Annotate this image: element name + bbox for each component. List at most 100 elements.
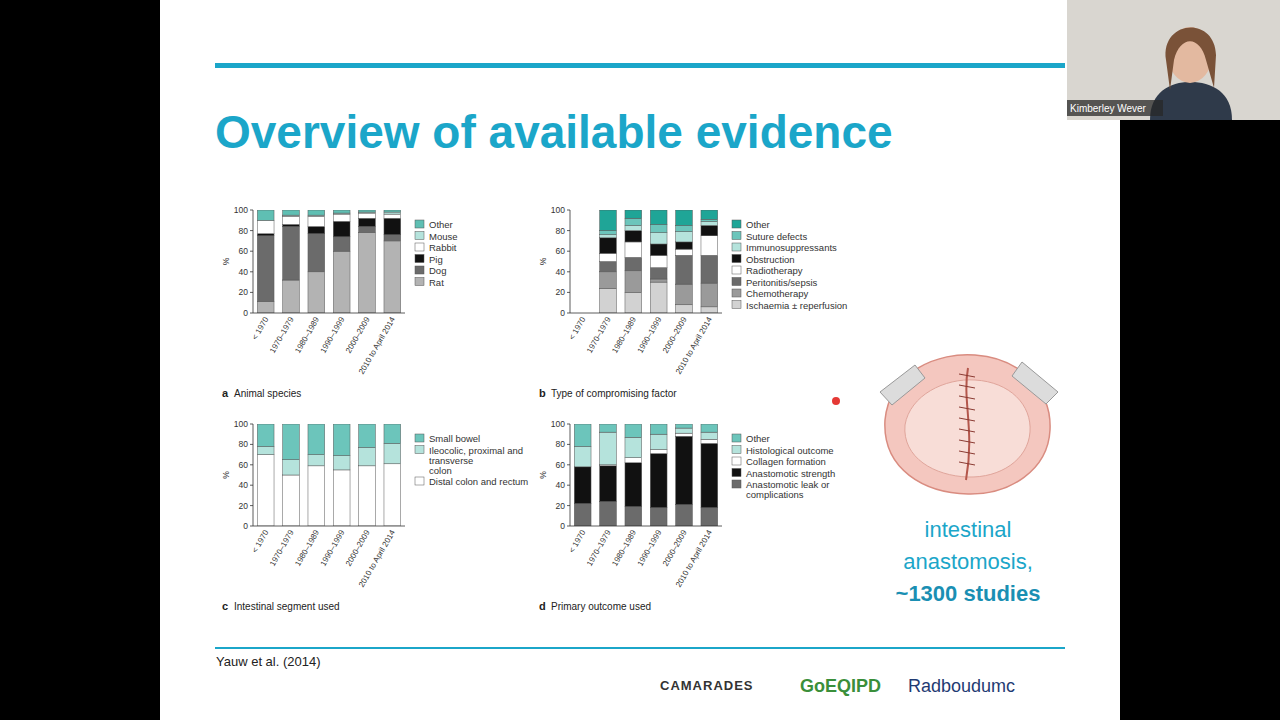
category-label: 2000–2009 (661, 528, 689, 568)
bar-segment (574, 467, 591, 504)
y-tick-label: 100 (551, 205, 565, 215)
bar-segment (676, 242, 693, 249)
y-tick-label: 80 (239, 226, 249, 236)
bar-segment (359, 447, 376, 465)
bar-segment (600, 231, 617, 235)
slide-title: Overview of available evidence (215, 106, 893, 158)
legend-swatch (415, 232, 424, 240)
text-line: Histological outcome (746, 445, 834, 456)
x-axis (570, 526, 722, 527)
category-label: 2010 to April 2014 (357, 315, 397, 376)
webcam: Kimberley Wever (1067, 0, 1280, 120)
bar-segment (283, 216, 300, 224)
legend-swatch (732, 220, 741, 228)
bar-segment (650, 233, 667, 244)
y-tick-label: 60 (556, 460, 566, 470)
legend-label: Other (746, 219, 770, 230)
bar-segment (676, 436, 693, 504)
bar-segment (625, 463, 642, 507)
panel-letter: b (539, 387, 546, 399)
bar-segment (625, 218, 642, 225)
slide (160, 0, 1120, 720)
bars (257, 424, 400, 526)
text-line: Small bowel (429, 433, 480, 444)
bar-segment (257, 302, 274, 313)
bar-segment (625, 271, 642, 293)
bar-segment (701, 283, 718, 307)
stitch (959, 429, 975, 432)
bar-segment (574, 446, 591, 466)
bar-segment (650, 508, 667, 526)
bar-segment (359, 424, 376, 447)
category-label: 1980–1989 (293, 528, 321, 568)
legend-swatch (415, 278, 424, 286)
bar-segment (650, 210, 667, 224)
bar-segment (701, 307, 718, 313)
y-tick (567, 210, 570, 211)
y-tick (250, 464, 253, 465)
bar-segment (384, 241, 401, 313)
text-line: complications (746, 489, 804, 500)
bar-segment (625, 424, 642, 437)
text-line: Collagen formation (746, 456, 826, 467)
pointer (832, 397, 840, 405)
y-tick (250, 210, 253, 211)
y-tick (250, 230, 253, 231)
bar-segment (359, 233, 376, 313)
bar-segment (333, 456, 350, 470)
legend-swatch (732, 301, 741, 309)
y-tick (567, 505, 570, 506)
bar-segment (600, 272, 617, 288)
bar-segment (676, 433, 693, 436)
bar-segment (600, 288, 617, 313)
y-tick-label: 20 (239, 501, 249, 511)
y-tick (567, 485, 570, 486)
bars (600, 210, 718, 313)
bar-segment (676, 255, 693, 284)
bar-segment (384, 212, 401, 214)
bar-segment (676, 284, 693, 305)
text-line: Other (746, 433, 770, 444)
text-line: colon (429, 465, 452, 476)
bar-segment (650, 255, 667, 267)
text-line: Other (746, 219, 770, 230)
bar-segment (625, 257, 642, 270)
legend-label: Mouse (429, 231, 458, 242)
bar-segment (283, 280, 300, 313)
category-label: 2010 to April 2014 (674, 528, 714, 589)
bar-segment (650, 279, 667, 282)
legend-label: Anastomotic leak orcomplications (746, 479, 829, 500)
category-label: 2000–2009 (344, 528, 372, 568)
y-tick (567, 424, 570, 425)
y-axis (570, 210, 571, 313)
legend-swatch (415, 220, 424, 228)
bar-segment (384, 218, 401, 234)
category-label: 1990–1999 (319, 528, 347, 568)
text-line: Obstruction (746, 254, 795, 265)
bottom-rule (215, 647, 1065, 649)
y-tick (250, 505, 253, 506)
bar-segment (308, 226, 325, 233)
bar-segment (701, 432, 718, 439)
legend-swatch (732, 289, 741, 297)
stitch (959, 396, 975, 399)
text-line: Rabbit (429, 242, 457, 253)
y-tick (250, 271, 253, 272)
panel-title: Intestinal segment used (234, 601, 340, 612)
bar-segment (600, 262, 617, 272)
legend-label: Distal colon and rectum (429, 476, 528, 487)
bar-segment (257, 220, 274, 233)
y-tick-label: 20 (239, 287, 249, 297)
bar-segment (384, 443, 401, 463)
bar-segment (625, 507, 642, 526)
bar-segment (384, 464, 401, 526)
y-tick-label: 0 (560, 308, 565, 318)
bar-segment (650, 424, 667, 434)
bar-segment (600, 424, 617, 432)
legend-swatch (732, 469, 741, 477)
text-line: Pig (429, 254, 443, 265)
legend-label: Rat (429, 277, 444, 288)
bar-segment (650, 450, 667, 454)
legend-label: Other (429, 219, 453, 230)
category-label: 1980–1989 (293, 315, 321, 355)
